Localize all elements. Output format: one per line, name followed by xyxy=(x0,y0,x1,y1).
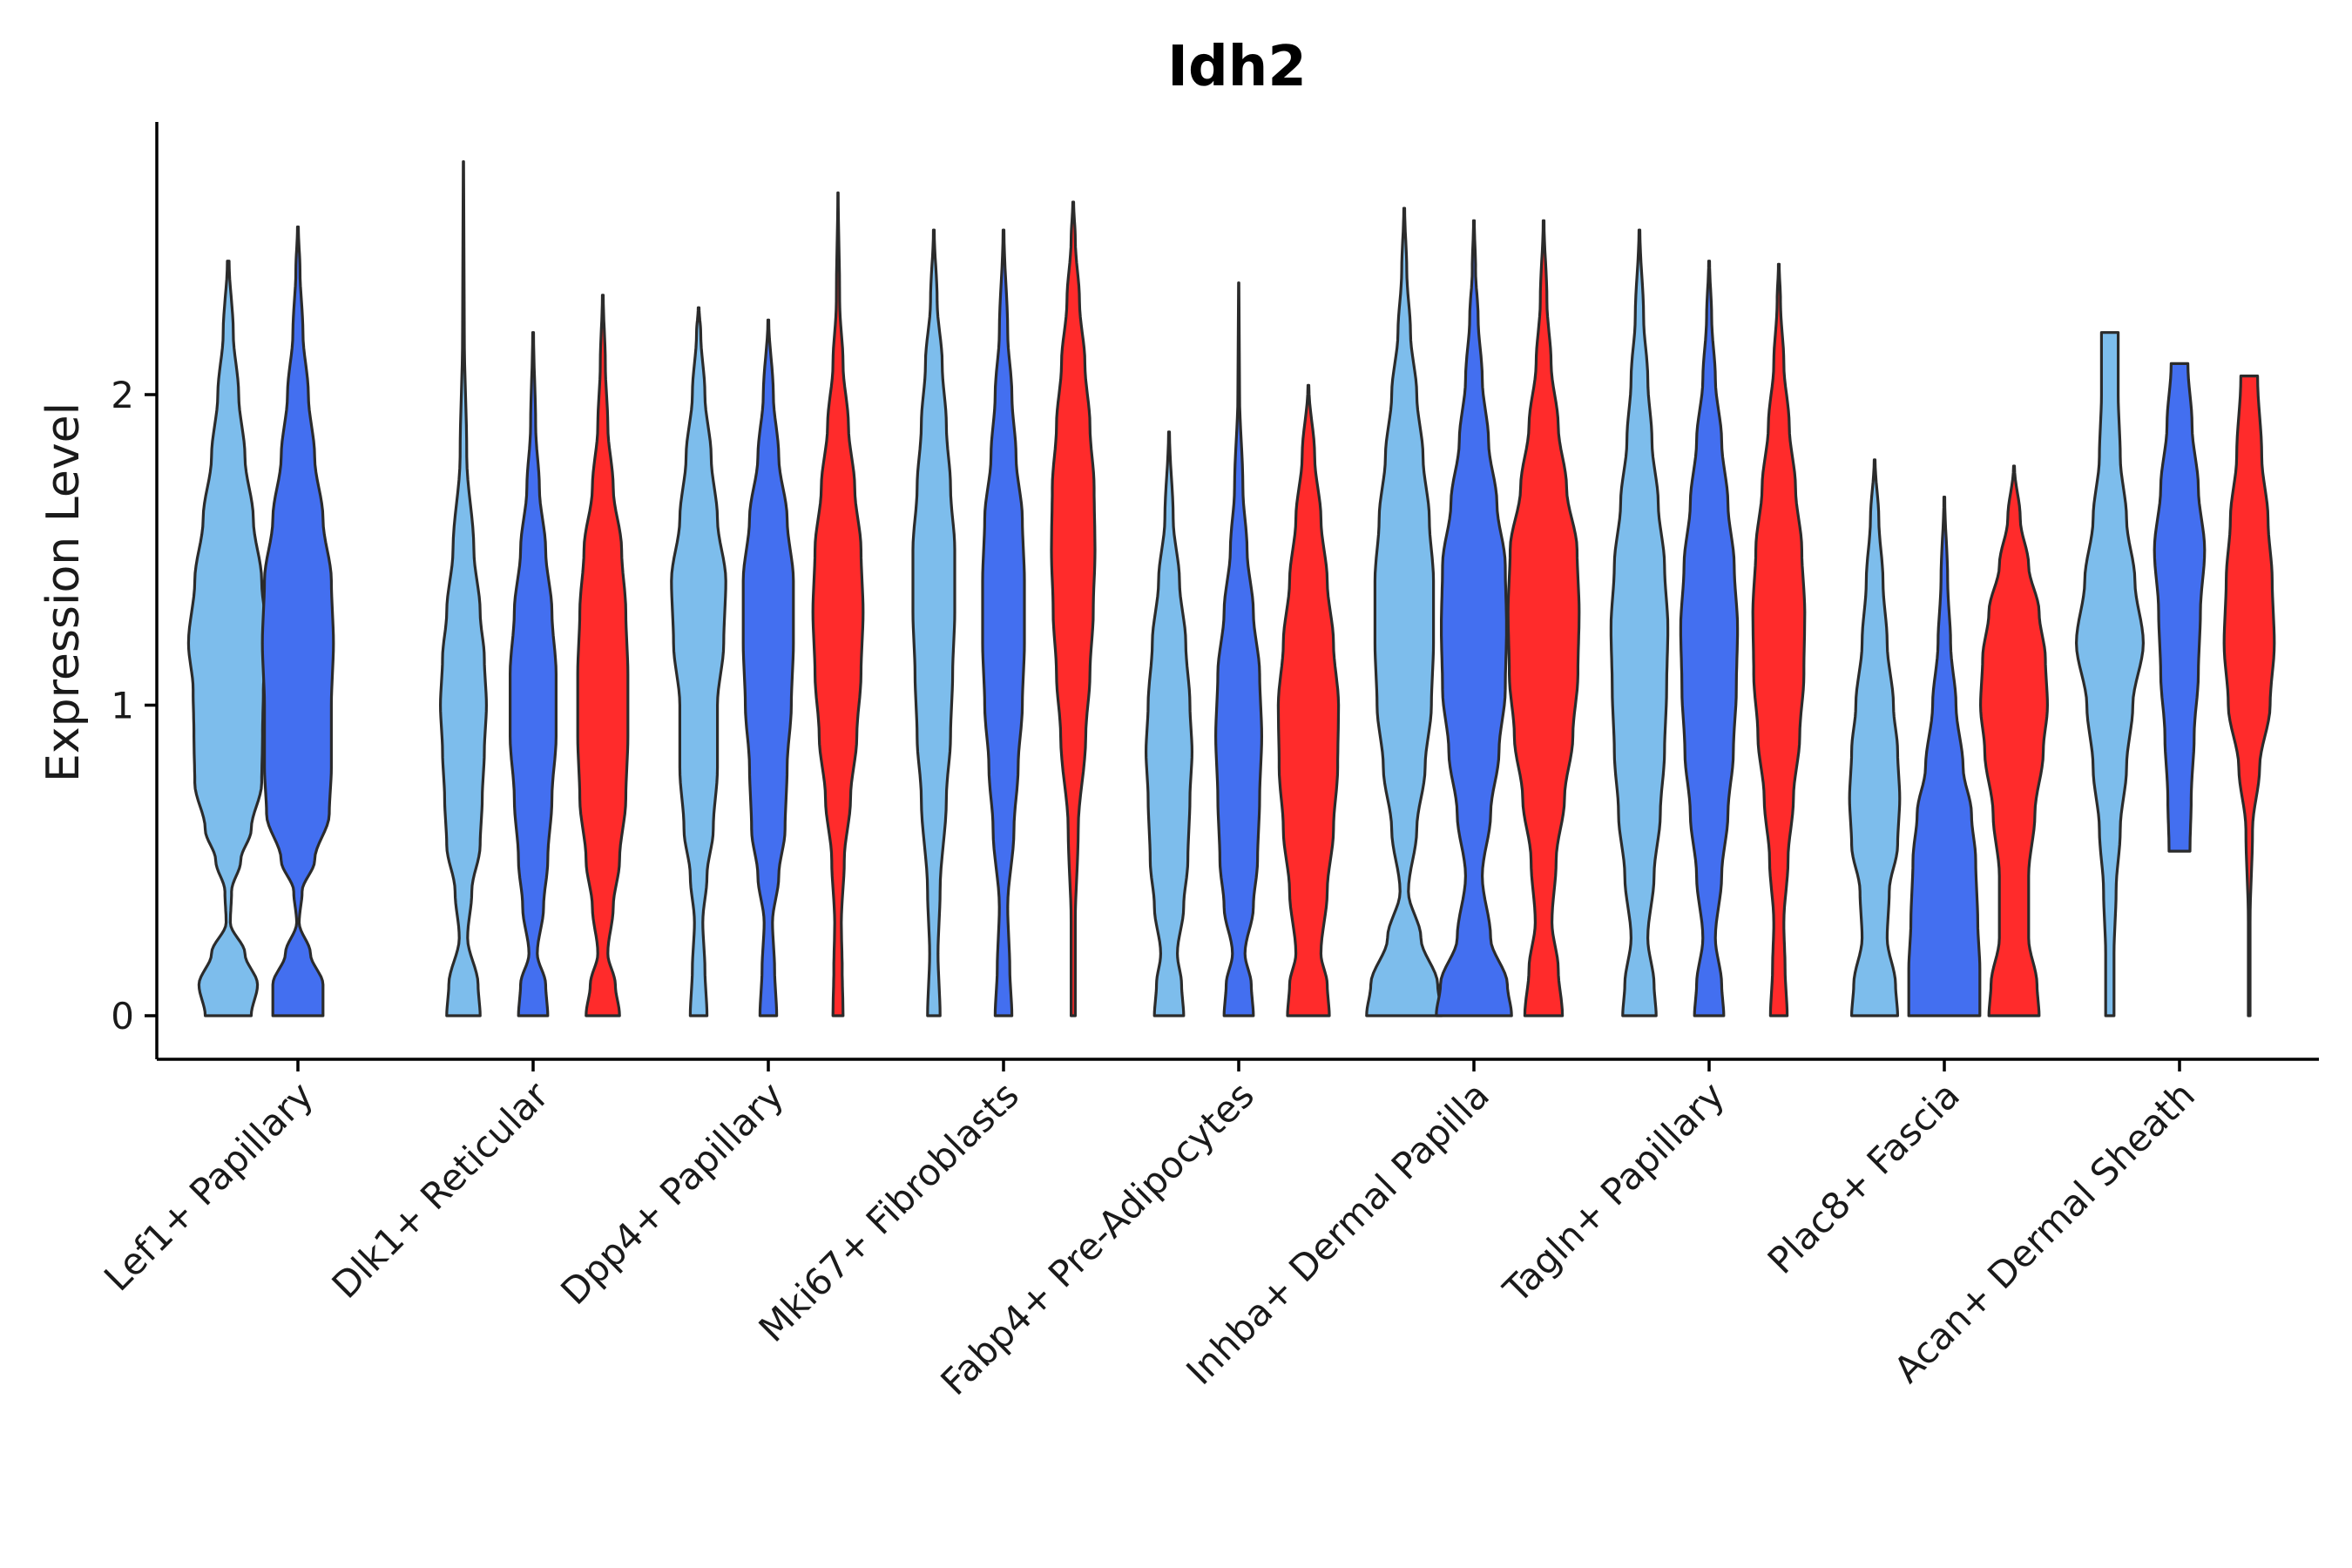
y-tick-label: 0 xyxy=(111,995,134,1037)
violin-4-0 xyxy=(1145,430,1193,1017)
violin-1-0 xyxy=(439,160,488,1017)
violin-7-0 xyxy=(1848,458,1902,1017)
violin-5-2 xyxy=(1506,219,1581,1017)
violin-8-1 xyxy=(2153,362,2207,853)
violin-7-1 xyxy=(1907,496,1982,1017)
x-tick-label: Mki67+ Fibroblasts xyxy=(751,1073,1027,1349)
violin-2-1 xyxy=(741,318,795,1017)
violin-4-2 xyxy=(1276,383,1341,1017)
y-tick-label: 1 xyxy=(111,685,134,727)
y-axis-label: Expression Level xyxy=(37,402,90,782)
violin-5-1 xyxy=(1435,219,1513,1017)
violin-0-0 xyxy=(186,260,270,1017)
violin-3-0 xyxy=(911,228,956,1017)
violin-6-1 xyxy=(1679,260,1740,1017)
violin-6-2 xyxy=(1751,262,1807,1017)
violin-7-2 xyxy=(1979,464,2049,1017)
chart-title: Idh2 xyxy=(1167,35,1307,99)
y-tick-label: 2 xyxy=(111,374,134,416)
x-tick-label: Lef1+ Papillary xyxy=(96,1073,321,1299)
violin-8-0 xyxy=(2075,331,2145,1017)
violin-3-2 xyxy=(1050,200,1097,1017)
violins-layer xyxy=(186,160,2276,1017)
violin-1-2 xyxy=(576,294,630,1017)
violin-6-0 xyxy=(1609,228,1670,1017)
violin-4-1 xyxy=(1214,281,1263,1017)
violin-3-1 xyxy=(981,228,1026,1017)
violin-5-0 xyxy=(1365,206,1443,1017)
y-axis-ticks: 0 1 2 xyxy=(111,374,157,1037)
violin-2-2 xyxy=(811,191,865,1017)
violin-0-1 xyxy=(260,225,335,1017)
x-tick-label: Tagln+ Papillary xyxy=(1495,1073,1733,1311)
x-tick-label: Plac8+ Fascia xyxy=(1760,1073,1968,1281)
x-tick-label: Dpp4+ Papillary xyxy=(552,1073,792,1313)
violin-8-2 xyxy=(2222,375,2276,1017)
violin-2-0 xyxy=(670,306,727,1017)
x-tick-label: Dlk1+ Reticular xyxy=(324,1073,558,1307)
violin-1-1 xyxy=(509,331,558,1017)
